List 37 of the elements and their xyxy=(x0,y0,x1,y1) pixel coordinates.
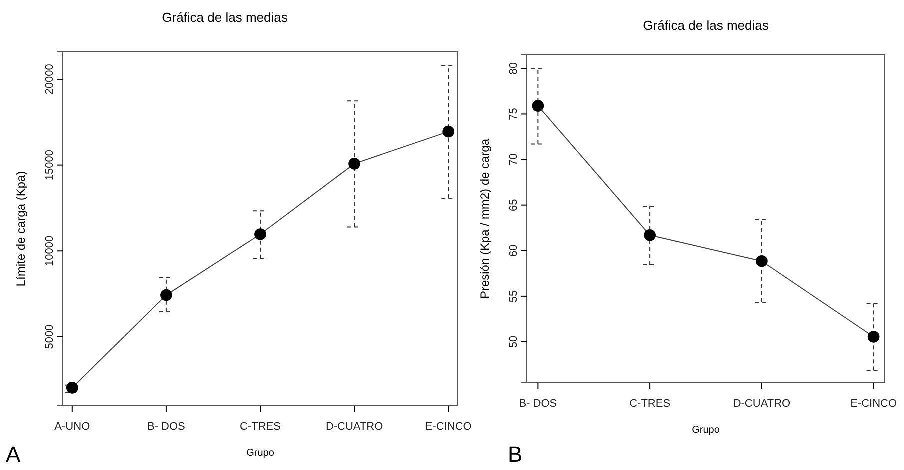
chart-title: Gráfica de las medias xyxy=(643,18,770,33)
point xyxy=(442,126,455,138)
y-tick-label: 10000 xyxy=(44,236,56,266)
point xyxy=(532,100,544,112)
x-tick-label: B- DOS xyxy=(148,420,186,433)
point xyxy=(756,255,768,268)
y-tick-label: 5000 xyxy=(44,324,56,350)
y-tick-label: 75 xyxy=(508,108,520,120)
x-tick-label: D-CUATRO xyxy=(326,420,384,433)
point xyxy=(254,228,266,240)
x-tick-label: C-TRES xyxy=(240,420,281,433)
y-tick-label: 70 xyxy=(508,154,520,166)
point xyxy=(66,382,78,394)
x-tick-label: B- DOS xyxy=(519,398,558,410)
point xyxy=(160,289,172,302)
x-tick-label: D-CUATRO xyxy=(733,398,791,410)
text: A xyxy=(6,442,21,467)
x-tick-label: A-UNO xyxy=(54,420,91,433)
text: B xyxy=(508,442,523,467)
point xyxy=(644,229,656,242)
y-tick-label: 65 xyxy=(508,199,520,212)
point xyxy=(868,331,880,343)
x-tick-label: C-TRES xyxy=(630,398,671,410)
x-axis-title: Grupo xyxy=(692,425,720,436)
x-tick-label: E-CINCO xyxy=(850,398,898,410)
y-tick-label: 60 xyxy=(508,244,520,258)
y-axis-title: Límite de carga (Kpa) xyxy=(14,171,28,287)
y-tick-label: 20000 xyxy=(44,64,56,95)
y-axis-title: Presión (Kpa / mm2) de carga xyxy=(478,138,492,300)
y-tick-label: 15000 xyxy=(44,150,56,181)
y-tick-label: 80 xyxy=(508,62,520,75)
point xyxy=(348,158,360,170)
x-tick-label: E-CINCO xyxy=(425,420,472,433)
x-axis-title: Grupo xyxy=(246,448,275,459)
y-tick-label: 55 xyxy=(508,290,520,303)
y-tick-label: 50 xyxy=(508,336,520,348)
chart-title: Gráfica de las medias xyxy=(162,10,288,25)
